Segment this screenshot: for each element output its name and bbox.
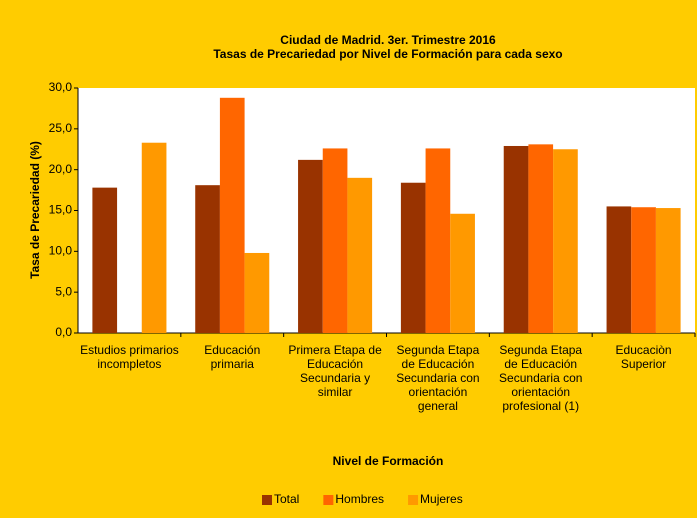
bar xyxy=(631,207,656,333)
bar xyxy=(425,148,451,333)
y-axis-label: Tasa de Precariedad (%) xyxy=(28,141,42,279)
bar xyxy=(528,144,554,333)
x-tick-label: Segunda Etapa de Educación Secundaria co… xyxy=(396,343,480,413)
bar xyxy=(655,208,681,333)
x-tick-label: Educaciòn Superior xyxy=(615,343,672,371)
bar xyxy=(606,206,632,333)
y-tick-label: 30,0 xyxy=(49,80,73,94)
legend-label: Total xyxy=(274,492,299,506)
plot-area xyxy=(78,88,695,333)
bar xyxy=(244,252,270,333)
bar xyxy=(298,159,323,333)
legend-swatch xyxy=(262,495,272,505)
bar xyxy=(322,148,348,333)
bar xyxy=(141,142,167,333)
chart-title: Ciudad de Madrid. 3er. Trimestre 2016 xyxy=(280,33,496,47)
y-tick-label: 20,0 xyxy=(49,162,73,176)
y-tick-label: 10,0 xyxy=(49,244,73,258)
bar xyxy=(195,185,220,333)
bar xyxy=(450,213,475,333)
bar xyxy=(553,149,578,333)
x-tick-label: Educación primaria xyxy=(204,343,261,371)
y-tick-label: 0,0 xyxy=(55,325,72,339)
bar xyxy=(503,145,529,333)
x-tick-label: Estudios primarios incompletos xyxy=(80,343,179,371)
y-tick-label: 15,0 xyxy=(49,203,73,217)
legend-swatch xyxy=(323,495,334,505)
x-tick-label: Segunda Etapa de Educación Secundaria co… xyxy=(499,343,583,413)
legend-label: Hombres xyxy=(335,492,384,506)
bar xyxy=(400,182,426,333)
y-tick-label: 25,0 xyxy=(49,121,73,135)
x-axis-label: Nivel de Formación xyxy=(333,454,444,468)
legend-label: Mujeres xyxy=(420,492,463,506)
y-tick-label: 5,0 xyxy=(55,284,72,298)
bar xyxy=(92,187,118,333)
bar xyxy=(219,97,245,333)
x-tick-label: Primera Etapa de Educación Secundaria y … xyxy=(288,343,382,399)
chart-subtitle: Tasas de Precariedad por Nivel de Formac… xyxy=(213,47,562,61)
legend-swatch xyxy=(408,495,419,505)
bar xyxy=(347,177,373,333)
